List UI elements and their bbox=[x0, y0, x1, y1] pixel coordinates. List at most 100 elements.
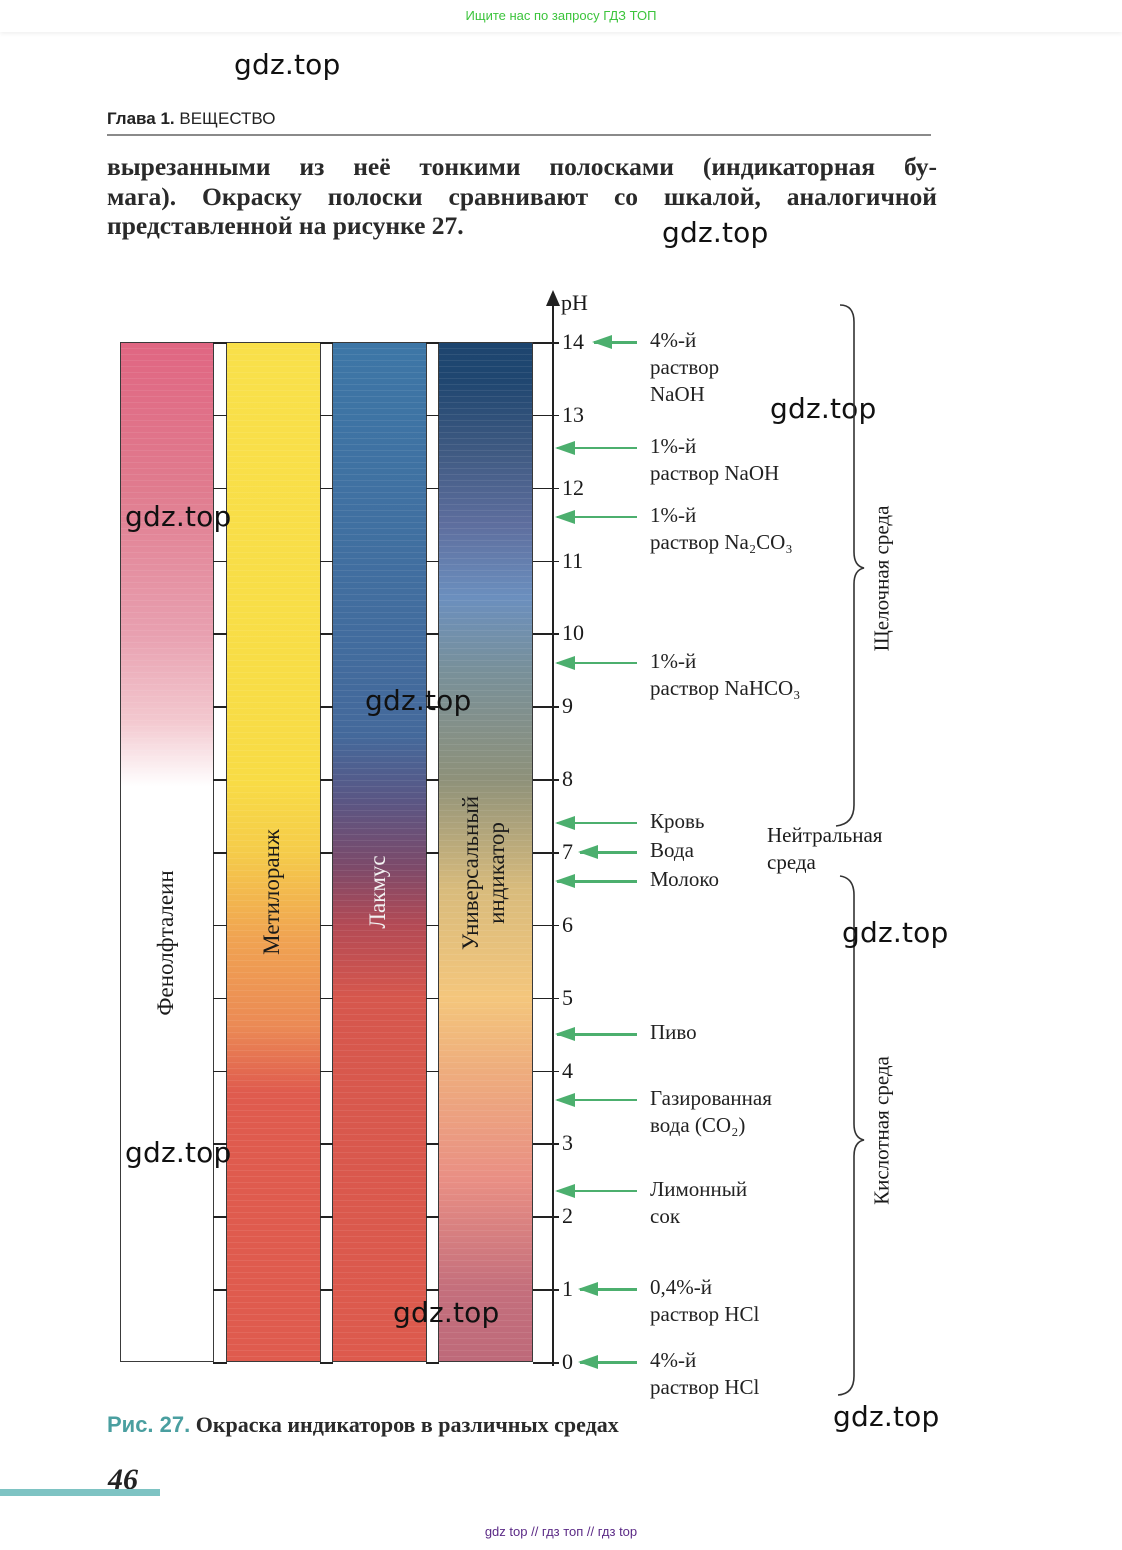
ph-tick-label: 8 bbox=[562, 766, 573, 792]
ph-tick-mark bbox=[533, 487, 559, 490]
neutral-line: Нейтральная bbox=[767, 823, 883, 847]
ph-tick-mark bbox=[533, 1289, 559, 1291]
ph-tick-mark bbox=[213, 487, 227, 490]
ph-tick-mark bbox=[320, 1289, 333, 1291]
sample-label-line: вода (CO₂) bbox=[650, 1112, 746, 1137]
sample-label-line: раствор NaOH bbox=[650, 460, 780, 485]
chapter-number: Глава 1. bbox=[107, 109, 175, 128]
sample-label: 1%-й раствор Na₂CO₃ bbox=[650, 502, 793, 556]
sample-arrow-icon bbox=[555, 1184, 637, 1197]
ph-tick-mark bbox=[533, 706, 559, 708]
sample-label-line: 4%-й bbox=[650, 328, 697, 352]
axis-label: pH bbox=[561, 290, 588, 315]
axis-arrow-icon bbox=[546, 290, 560, 306]
ph-tick-mark bbox=[426, 633, 439, 635]
watermark: gdz.top bbox=[393, 1296, 500, 1329]
sample-label: Пиво bbox=[650, 1019, 697, 1046]
ph-tick-mark bbox=[320, 852, 333, 854]
ph-tick-mark bbox=[213, 1216, 227, 1218]
ph-tick-mark bbox=[426, 706, 439, 708]
sample-arrow-icon bbox=[555, 1093, 637, 1106]
ph-tick-mark bbox=[533, 852, 559, 854]
sample-label-line: 1%-й bbox=[650, 433, 697, 458]
sample-label: Лимонный сок bbox=[650, 1176, 747, 1230]
ph-tick-mark bbox=[213, 633, 227, 635]
sample-label-line: 1%-й bbox=[650, 648, 697, 673]
chapter-title: ВЕЩЕСТВО bbox=[179, 109, 276, 128]
sample-label-line: раствор HCl bbox=[650, 1302, 760, 1327]
watermark: gdz.top bbox=[365, 684, 472, 717]
ph-tick-mark bbox=[320, 706, 333, 708]
watermark: gdz.top bbox=[662, 216, 769, 249]
ph-tick-mark bbox=[213, 1362, 227, 1364]
ph-tick-label: 12 bbox=[562, 474, 584, 500]
ph-tick-label: 11 bbox=[562, 547, 584, 573]
alkaline-range-label: Щелочная среда bbox=[869, 505, 894, 652]
ph-tick-mark bbox=[213, 997, 227, 1000]
sample-arrow-icon bbox=[555, 510, 637, 523]
promo-text[interactable]: Ищите нас по запросу ГДЗ ТОП bbox=[465, 8, 657, 23]
sample-label-line: раствор bbox=[650, 355, 720, 379]
sample-label: 4%-й раствор NaOH bbox=[650, 327, 719, 408]
ph-tick-mark bbox=[320, 414, 333, 417]
ph-tick-mark bbox=[320, 924, 333, 927]
ph-tick-mark bbox=[426, 487, 439, 490]
sample-arrow-icon bbox=[555, 1028, 637, 1040]
sample-label: Газированная вода (CO₂) bbox=[650, 1085, 772, 1139]
ph-tick-mark bbox=[320, 1216, 333, 1218]
sample-label-line: сок bbox=[650, 1203, 681, 1228]
sample-arrow-icon bbox=[592, 336, 637, 348]
sample-label-line: 4%-й bbox=[650, 1348, 697, 1372]
sample-label: Молоко bbox=[650, 866, 719, 893]
sample-label: Вода bbox=[650, 837, 694, 864]
ph-tick-mark bbox=[213, 779, 227, 781]
sample-arrow-icon bbox=[578, 1356, 637, 1368]
ph-tick-mark bbox=[320, 633, 333, 635]
ph-tick-mark bbox=[426, 997, 439, 1000]
ph-tick-label: 6 bbox=[562, 911, 573, 937]
ph-tick-mark bbox=[533, 779, 559, 781]
indicator-column-phenolphthalein: Фенолфталеин bbox=[120, 342, 214, 1362]
sample-label-line: раствор Na₂CO₃ bbox=[650, 529, 793, 554]
footer-links[interactable]: gdz top // гдз топ // гдз top bbox=[484, 1524, 638, 1539]
paragraph-line: представленной на рисунке 27. bbox=[107, 211, 464, 240]
ph-tick-mark bbox=[213, 706, 227, 708]
sample-label-line: Вода bbox=[650, 838, 694, 862]
ph-tick-mark bbox=[320, 779, 333, 781]
body-paragraph: вырезанными из неё тонкими полосками (ин… bbox=[107, 152, 937, 241]
watermark: gdz.top bbox=[833, 1400, 940, 1433]
ph-tick-label: 5 bbox=[562, 984, 573, 1010]
sample-arrow-icon bbox=[555, 875, 637, 887]
watermark: gdz.top bbox=[125, 500, 232, 533]
ph-tick-mark bbox=[426, 560, 439, 563]
ph-tick-mark bbox=[426, 342, 439, 344]
top-banner: Ищите нас по запросу ГДЗ ТОП bbox=[0, 0, 1122, 32]
sample-label-line: 1%-й bbox=[650, 502, 697, 527]
ph-tick-mark bbox=[213, 1289, 227, 1291]
ph-tick-mark bbox=[533, 342, 559, 344]
ph-tick-mark bbox=[320, 560, 333, 563]
sample-label-line: Кровь bbox=[650, 808, 705, 833]
sample-arrow-icon bbox=[578, 1283, 637, 1295]
sample-label-line: раствор NaHCO₃ bbox=[650, 675, 801, 700]
ph-tick-label: 14 bbox=[562, 329, 584, 354]
sample-label: 0,4%-й раствор HCl bbox=[650, 1274, 759, 1328]
ph-tick-mark bbox=[533, 633, 559, 635]
ph-tick-label: 7 bbox=[562, 839, 573, 864]
ph-tick-label: 0 bbox=[562, 1349, 573, 1374]
ph-tick-mark bbox=[426, 1070, 439, 1073]
watermark: gdz.top bbox=[234, 48, 341, 81]
ph-tick-mark bbox=[533, 1143, 559, 1145]
sample-label-line: Молоко bbox=[650, 867, 719, 892]
indicator-column-universal: Универсальный индикатор bbox=[438, 342, 533, 1362]
ph-tick-mark bbox=[426, 924, 439, 927]
ph-tick-label: 1 bbox=[562, 1276, 573, 1302]
indicator-column-methyl-orange: Метилоранж bbox=[226, 342, 321, 1362]
ph-tick-mark bbox=[320, 997, 333, 1000]
ph-tick-mark bbox=[533, 414, 559, 417]
neutral-range-label: Нейтральная среда bbox=[767, 822, 882, 876]
watermark: gdz.top bbox=[125, 1136, 232, 1169]
ph-tick-mark bbox=[213, 1070, 227, 1073]
ph-tick-mark bbox=[213, 852, 227, 854]
sample-label: 4%-й раствор HCl bbox=[650, 1347, 759, 1401]
